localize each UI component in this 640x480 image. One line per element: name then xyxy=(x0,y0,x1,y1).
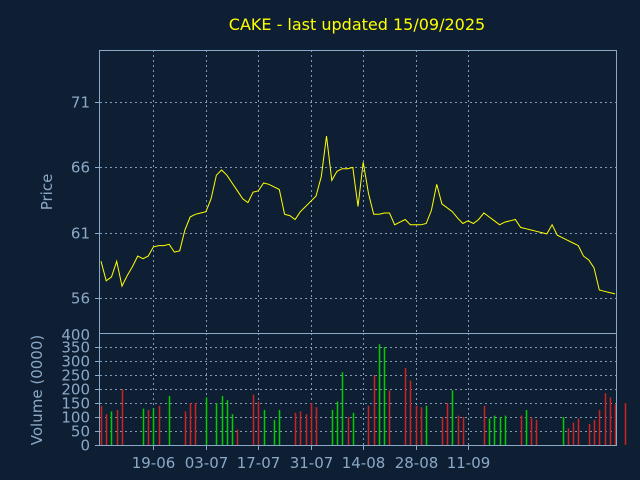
chart-title: CAKE - last updated 15/09/2025 xyxy=(229,15,485,34)
x-axis: 19-06 03-07 17-07 31-07 14-08 28-08 11-09 xyxy=(132,445,491,472)
x-tick-label: 28-08 xyxy=(395,454,439,472)
x-tick-label: 31-07 xyxy=(290,454,334,472)
x-tick-label: 11-09 xyxy=(447,454,491,472)
price-frame xyxy=(99,50,617,334)
x-tick-label: 03-07 xyxy=(185,454,229,472)
price-panel: 56 61 66 71 Price xyxy=(38,50,617,334)
volume-tick-label: 200 xyxy=(61,381,90,399)
x-tick-label: 17-07 xyxy=(237,454,281,472)
price-line xyxy=(100,136,616,295)
volume-tick-label: 250 xyxy=(61,367,90,385)
x-tick-label: 19-06 xyxy=(132,454,176,472)
volume-frame xyxy=(99,333,617,446)
price-tick-label: 71 xyxy=(71,94,90,112)
volume-axis-label: Volume (0000) xyxy=(28,335,46,445)
price-tick-label: 56 xyxy=(71,290,90,308)
x-tick-label: 14-08 xyxy=(342,454,386,472)
volume-tick-label: 50 xyxy=(71,423,90,441)
volume-tick-label: 100 xyxy=(61,409,90,427)
price-axis-label: Price xyxy=(38,174,56,211)
price-tick-label: 66 xyxy=(71,159,90,177)
volume-tick-label: 350 xyxy=(61,339,90,357)
price-tick-label: 61 xyxy=(71,225,90,243)
volume-tick-label: 0 xyxy=(80,437,90,455)
volume-tick-label: 300 xyxy=(61,353,90,371)
volume-tick-label: 150 xyxy=(61,395,90,413)
volume-top-tick-label: 400 xyxy=(61,326,90,344)
